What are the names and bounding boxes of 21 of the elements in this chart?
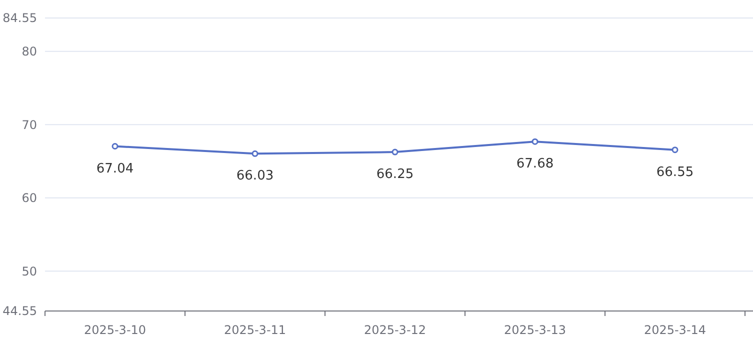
y-tick-label: 60 [22, 191, 37, 206]
point [392, 148, 398, 156]
point [672, 146, 678, 154]
x-tick-label: 2025-3-10 [84, 323, 146, 337]
y-tick-label: 50 [22, 264, 37, 278]
point [532, 138, 538, 145]
x-tick-label: 2025-3-12 [364, 323, 426, 337]
data-label: 66.03 [236, 168, 274, 184]
data-label: 67.04 [96, 161, 134, 176]
y-tick-label: 70 [22, 118, 37, 132]
y-tick-label: 84.55 [2, 11, 37, 26]
y-tick-label: 80 [22, 44, 37, 59]
y-tick-label: 44.55 [2, 304, 37, 318]
point [112, 143, 118, 150]
x-tick-label: 2025-3-11 [224, 323, 286, 337]
data-label: 66.25 [376, 167, 414, 182]
x-tick-label: 2025-3-13 [504, 323, 566, 337]
data-label: 66.55 [656, 164, 694, 180]
x-tick-label: 2025-3-14 [644, 323, 706, 337]
point [252, 150, 258, 157]
data-label: 67.68 [516, 156, 554, 172]
